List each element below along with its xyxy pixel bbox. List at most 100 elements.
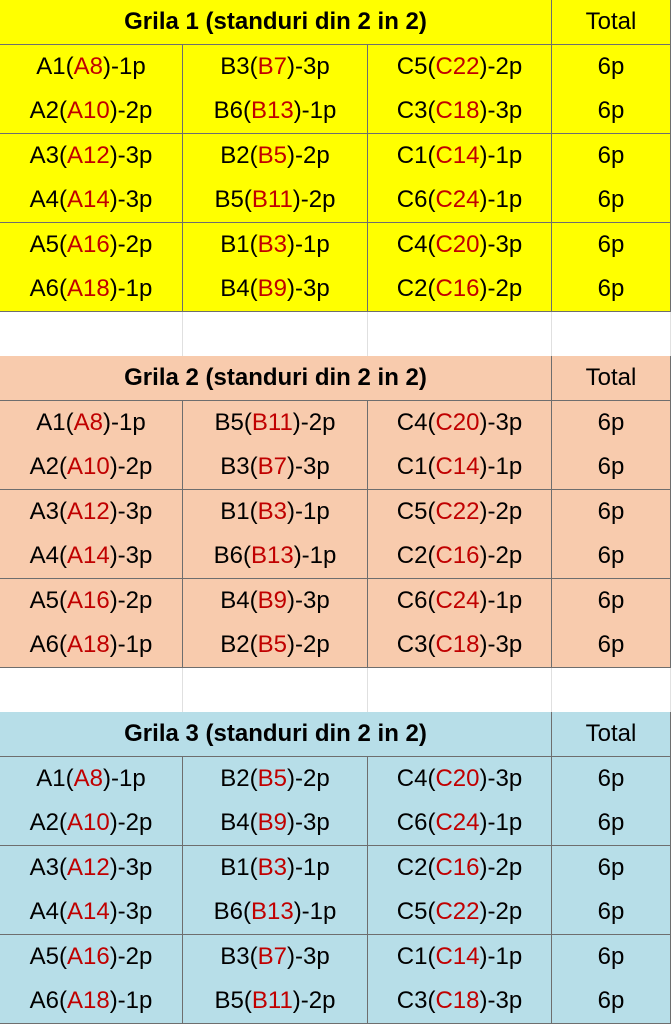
cell-suffix: )-2p: [479, 853, 523, 881]
assignment-cell: A5(A16)-2p: [0, 222, 183, 268]
stand-ref: A14: [66, 898, 110, 926]
assignment-cell: A1(A8)-1p: [0, 400, 183, 446]
total-cell: 6p: [552, 979, 671, 1024]
cell-prefix: C4(: [396, 408, 436, 436]
cell-prefix: C4(: [396, 230, 436, 258]
cell-prefix: C3(: [396, 631, 436, 659]
cell-prefix: C2(: [396, 275, 436, 303]
total-cell: 6p: [552, 267, 671, 313]
total-cell: 6p: [552, 845, 671, 891]
cell-prefix: C6(: [396, 186, 436, 214]
stand-ref: C18: [435, 631, 480, 659]
stand-ref: C16: [435, 275, 480, 303]
cell-prefix: C3(: [396, 987, 436, 1015]
cell-prefix: A6(: [29, 631, 67, 659]
assignment-cell: B3(B7)-3p: [183, 934, 368, 980]
cell-suffix: )-1p: [293, 542, 337, 570]
cell-suffix: )-3p: [287, 942, 330, 970]
cell-suffix: )-2p: [109, 942, 153, 970]
stand-ref: B9: [257, 809, 288, 837]
stand-ref: B5: [257, 764, 288, 792]
stand-ref: C20: [435, 408, 480, 436]
cell-prefix: A6(: [29, 987, 67, 1015]
stand-ref: A12: [66, 497, 110, 525]
cell-prefix: B1(: [220, 230, 258, 258]
stand-ref: C22: [435, 52, 480, 80]
assignment-cell: A4(A14)-3p: [0, 178, 183, 224]
stand-ref: C22: [435, 898, 480, 926]
stand-ref: B13: [250, 542, 294, 570]
cell-suffix: )-1p: [479, 141, 523, 169]
total-header: Total: [552, 356, 671, 402]
cell-prefix: A5(: [29, 230, 67, 258]
cell-prefix: B5(: [214, 987, 252, 1015]
assignment-cell: A2(A10)-2p: [0, 89, 183, 135]
cell-prefix: B5(: [214, 408, 252, 436]
assignment-cell: A3(A12)-3p: [0, 845, 183, 891]
cell-suffix: )-2p: [109, 453, 153, 481]
assignment-cell: B5(B11)-2p: [183, 178, 368, 224]
cell-prefix: B6(: [213, 898, 251, 926]
cell-prefix: B6(: [213, 542, 251, 570]
cell-suffix: )-1p: [109, 631, 153, 659]
stand-ref: A16: [66, 230, 110, 258]
total-cell: 6p: [552, 756, 671, 802]
cell-prefix: A4(: [29, 186, 67, 214]
assignment-cell: C1(C14)-1p: [368, 445, 552, 491]
cell-suffix: )-2p: [479, 542, 523, 570]
cell-prefix: C5(: [396, 497, 436, 525]
assignment-cell: C5(C22)-2p: [368, 890, 552, 936]
total-cell: 6p: [552, 400, 671, 446]
total-cell: 6p: [552, 44, 671, 90]
stand-ref: A18: [66, 631, 110, 659]
stand-ref: B5: [257, 141, 288, 169]
cell-suffix: )-1p: [103, 52, 146, 80]
stand-ref: B11: [251, 987, 293, 1015]
cell-suffix: )-1p: [287, 497, 330, 525]
stand-ref: A8: [73, 408, 104, 436]
cell-suffix: )-3p: [109, 186, 153, 214]
stand-ref: A16: [66, 586, 110, 614]
assignment-cell: B3(B7)-3p: [183, 44, 368, 90]
stand-ref: C22: [435, 497, 480, 525]
total-header: Total: [552, 0, 671, 46]
cell-prefix: A3(: [29, 497, 67, 525]
assignment-cell: C3(C18)-3p: [368, 623, 552, 669]
assignment-cell: C4(C20)-3p: [368, 222, 552, 268]
cell-suffix: )-3p: [287, 52, 330, 80]
grid-title: Grila 3 (standuri din 2 in 2): [0, 712, 552, 758]
cell-suffix: )-2p: [479, 898, 523, 926]
assignment-cell: A3(A12)-3p: [0, 133, 183, 179]
cell-suffix: )-2p: [109, 586, 153, 614]
cell-prefix: B2(: [220, 764, 258, 792]
cell-prefix: B3(: [220, 453, 258, 481]
cell-suffix: )-1p: [479, 186, 523, 214]
cell-suffix: )-1p: [479, 942, 523, 970]
total-header: Total: [552, 712, 671, 758]
cell-suffix: )-3p: [287, 809, 330, 837]
stand-ref: C18: [435, 97, 480, 125]
stand-ref: B11: [251, 186, 293, 214]
stand-ref: C16: [435, 542, 480, 570]
total-cell: 6p: [552, 222, 671, 268]
stand-ref: B9: [257, 275, 288, 303]
assignment-cell: C3(C18)-3p: [368, 89, 552, 135]
cell-prefix: C2(: [396, 853, 436, 881]
stand-ref: B13: [250, 898, 294, 926]
cell-prefix: A1(: [36, 408, 74, 436]
assignment-cell: C6(C24)-1p: [368, 578, 552, 624]
cell-prefix: B1(: [220, 853, 258, 881]
blank-cell: [552, 311, 671, 357]
stand-ref: A8: [73, 52, 104, 80]
cell-suffix: )-2p: [292, 186, 336, 214]
stand-ref: A10: [66, 453, 110, 481]
cell-suffix: )-1p: [479, 809, 523, 837]
stand-ref: C18: [435, 987, 480, 1015]
stand-ref: C20: [435, 764, 480, 792]
cell-prefix: A2(: [29, 809, 67, 837]
assignment-cell: C6(C24)-1p: [368, 801, 552, 847]
assignment-cell: C5(C22)-2p: [368, 44, 552, 90]
stand-ref: C24: [435, 809, 480, 837]
assignment-cell: C6(C24)-1p: [368, 178, 552, 224]
